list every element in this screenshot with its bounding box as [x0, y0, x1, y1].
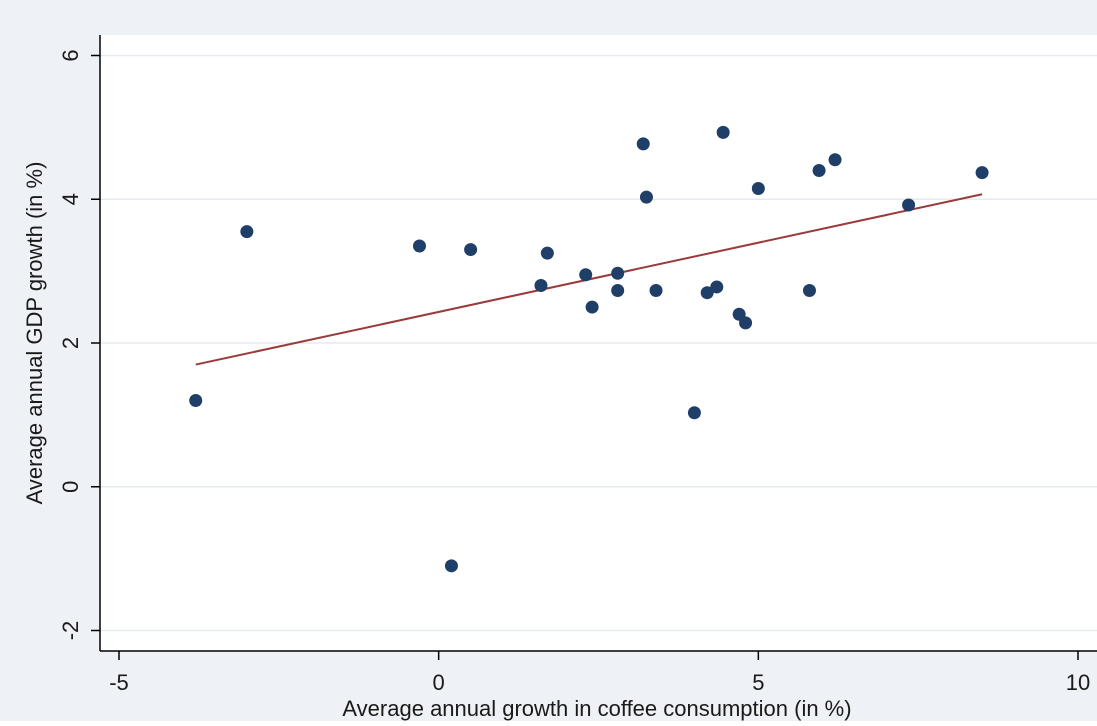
scatter-point — [828, 153, 842, 167]
data-points — [189, 125, 989, 573]
y-axis-label: Average annual GDP growth (in %) — [22, 162, 47, 505]
scatter-point — [802, 284, 816, 298]
scatter-point — [700, 286, 714, 300]
scatter-point — [636, 137, 650, 151]
scatter-point — [540, 246, 554, 260]
scatter-point — [687, 406, 701, 420]
scatter-point — [464, 243, 478, 257]
scatter-point — [812, 164, 826, 177]
scatter-point — [585, 300, 599, 314]
scatter-point — [710, 280, 724, 294]
scatter-point — [534, 279, 548, 292]
axes: -2 0 2 4 6 -5 0 5 10 — [58, 35, 1097, 695]
scatter-point — [649, 284, 663, 298]
grid-lines — [100, 54, 1097, 632]
scatter-point — [751, 181, 765, 195]
x-axis-label: Average annual growth in coffee consumpt… — [342, 696, 851, 721]
scatter-point — [444, 559, 458, 573]
scatter-point — [240, 225, 254, 239]
scatter-point — [611, 284, 625, 298]
x-tick-label: -5 — [109, 670, 129, 695]
y-tick-label: 0 — [58, 481, 83, 493]
y-tick-label: -2 — [58, 621, 83, 641]
y-tick-label: 2 — [58, 337, 83, 349]
y-tick-label: 4 — [58, 193, 83, 205]
scatter-point — [611, 266, 625, 280]
x-tick-label: 5 — [752, 670, 764, 695]
scatter-point — [716, 125, 730, 139]
scatter-point — [639, 190, 653, 204]
scatter-point — [579, 268, 593, 282]
scatter-point — [902, 198, 916, 212]
x-tick-label: 10 — [1066, 670, 1090, 695]
scatter-point — [975, 166, 989, 180]
scatter-point — [739, 316, 753, 330]
x-tick-label: 0 — [433, 670, 445, 695]
scatter-point — [189, 394, 203, 407]
scatter-point — [412, 239, 426, 253]
y-tick-label: 6 — [58, 49, 83, 61]
